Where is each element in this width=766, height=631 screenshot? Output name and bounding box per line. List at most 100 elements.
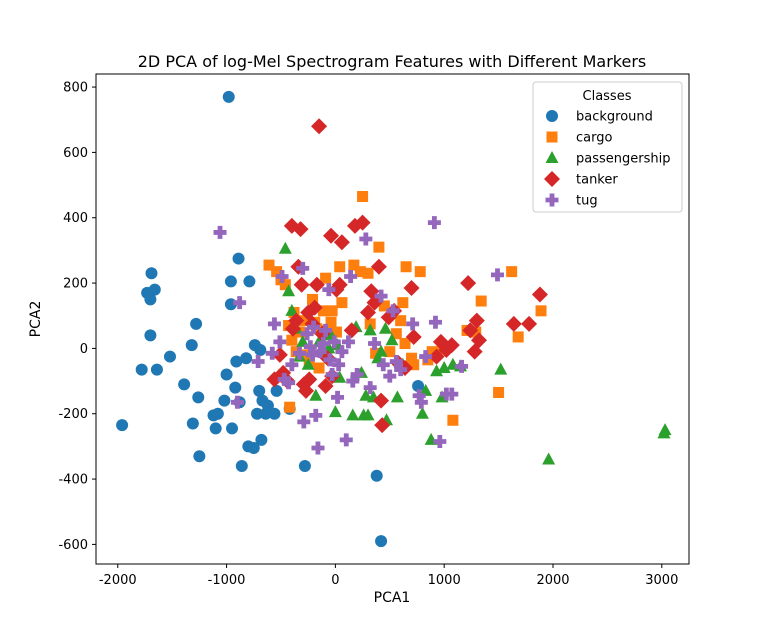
data-point-background [298,460,311,472]
data-point-passengership [374,344,388,357]
y-axis-label: PCA2 [28,301,44,338]
data-point-passengership [346,408,360,421]
data-point-cargo [263,259,275,271]
data-point-background [185,339,198,352]
data-point-tug [427,216,441,230]
data-point-tanker [306,299,323,316]
data-point-tug [213,225,227,239]
y-tick-label: 200 [63,277,88,292]
data-point-cargo [271,266,283,278]
data-point-tug [327,335,341,349]
data-point-tug [273,335,287,349]
data-point-tug [419,350,433,364]
data-point-tug [445,387,459,401]
data-point-cargo [493,387,505,398]
data-point-cargo [397,297,409,309]
data-point-cargo [354,266,366,278]
y-tick-label: -200 [58,407,88,422]
data-point-background [135,363,148,376]
data-point-tug [316,337,330,350]
data-point-cargo [334,261,346,273]
data-point-tug [282,376,296,390]
data-point-tanker [333,234,350,251]
data-points [116,90,672,548]
data-point-background [190,317,203,330]
data-point-background [251,407,264,420]
data-point-background [270,384,283,397]
data-point-tug [230,395,244,409]
series-cargo [263,191,547,426]
data-point-cargo [325,316,337,328]
data-point-tug [406,317,420,331]
data-point-background [148,283,161,296]
data-point-tug [341,335,355,349]
data-point-cargo [286,334,298,346]
data-point-tug [344,270,358,284]
data-point-passengership [328,405,342,418]
data-point-cargo [313,362,325,374]
data-point-passengership [378,321,392,334]
data-point-tug [297,415,311,429]
data-point-cargo [330,326,342,338]
data-point-tug [311,441,325,455]
data-point-tanker [317,377,334,394]
data-point-tanker [374,417,391,434]
data-point-tug [303,340,317,354]
data-point-tug [275,270,289,284]
data-point-background [163,350,176,363]
data-point-background [209,422,222,435]
data-point-tanker [462,322,479,339]
data-point-tug [359,232,373,246]
data-point-tug [322,283,336,297]
data-point-background [261,399,274,412]
data-point-cargo [357,191,369,202]
data-point-passengership [363,323,377,336]
legend-label-tug: tug [576,194,598,209]
chart-title: 2D PCA of log-Mel Spectrogram Features w… [138,52,647,71]
data-point-tug [455,359,469,373]
data-point-background [186,417,199,430]
x-tick-label: -1000 [208,573,246,588]
data-point-tug [267,317,281,331]
axis-ticks: -2000 -1000 0 1000 2000 3000-600-400-20002004… [58,81,678,588]
data-point-background [247,442,260,455]
plot-area-frame [95,73,690,565]
data-point-background [268,407,281,420]
data-point-cargo [370,347,382,359]
data-point-tug [428,315,442,329]
data-point-tanker [443,337,460,354]
data-point-tug [383,369,397,383]
data-point-cargo [317,305,329,317]
legend: Classes background cargo passengership tank… [532,81,683,213]
x-tick-label: 0 [331,573,339,588]
data-point-background [375,535,388,548]
data-point-tug [363,381,377,395]
data-point-tug [346,374,360,388]
data-point-tug [412,389,426,403]
data-point-cargo [362,267,374,279]
data-point-cargo [399,338,411,349]
data-point-cargo [400,261,412,273]
data-point-tug [433,435,447,448]
data-point-tanker [471,332,488,349]
legend-marker-tanker [544,171,560,187]
data-point-tanker [308,276,325,293]
data-point-background [370,469,383,482]
data-point-background [193,450,206,463]
data-point-tanker [354,214,371,231]
data-point-background [230,355,243,368]
data-point-background [220,368,233,381]
x-axis-label: PCA1 [374,590,411,606]
data-point-tanker [521,315,538,332]
data-point-cargo [447,414,459,426]
y-tick-label: 800 [63,81,88,96]
data-point-tug [265,346,279,360]
data-point-tug [332,358,346,372]
data-point-passengership [278,241,292,254]
data-point-tanker [405,328,422,345]
x-tick-label: 2000 [536,573,569,588]
legend-marker-passengership [545,151,559,163]
legend-label-passengership: passengership [576,152,670,167]
data-point-tanker [531,286,548,303]
y-tick-label: 600 [63,146,88,161]
